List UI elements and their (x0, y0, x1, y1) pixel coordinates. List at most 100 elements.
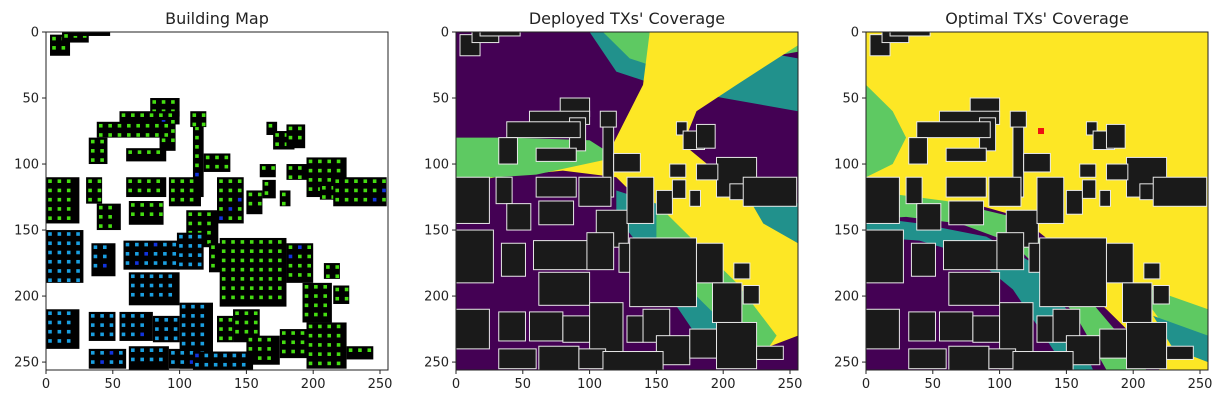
marker-dot (322, 195, 326, 199)
marker-dot (259, 277, 263, 281)
marker-dot (149, 113, 154, 117)
building-footprint (279, 190, 291, 207)
marker-dot (140, 292, 144, 297)
marker-dot (277, 295, 282, 300)
marker-dot (128, 188, 132, 193)
marker-dot (128, 179, 132, 183)
marker-dot (307, 254, 311, 259)
marker-dot (140, 323, 144, 327)
marker-dot (172, 261, 177, 265)
marker-dot (57, 216, 62, 220)
marker-dot (336, 324, 341, 329)
marker-dot (219, 318, 223, 322)
y-tick-label: 100 (834, 158, 859, 173)
building-footprint (916, 121, 991, 139)
marker-dot (291, 349, 295, 354)
marker-dot (179, 244, 183, 248)
building-footprint (1105, 242, 1134, 284)
building-footprint (538, 271, 591, 306)
marker-dot (57, 250, 62, 255)
marker-dot (221, 277, 226, 281)
building-footprint (881, 32, 910, 44)
marker-dot (145, 123, 150, 128)
marker-dot (304, 312, 309, 317)
building-footprint (498, 311, 526, 342)
marker-dot (52, 46, 56, 50)
marker-dot (298, 273, 302, 277)
marker-dot (323, 294, 328, 298)
marker-dot (102, 245, 107, 250)
marker-dot (66, 207, 71, 211)
building-footprint (86, 177, 103, 204)
building-footprint (866, 176, 900, 224)
marker-dot (131, 323, 135, 327)
marker-dot (224, 155, 229, 160)
marker-dot (323, 285, 328, 289)
marker-dot (76, 241, 80, 246)
building-footprint (538, 345, 580, 370)
marker-dot (268, 295, 273, 300)
marker-dot (318, 178, 322, 182)
marker-dot (211, 263, 215, 268)
marker-dot (200, 341, 205, 346)
marker-dot (200, 332, 205, 337)
marker-dot (322, 185, 326, 190)
marker-dot (149, 283, 154, 288)
marker-dot (171, 197, 175, 202)
marker-dot (76, 278, 80, 283)
building-footprint (1166, 345, 1194, 360)
marker-dot (98, 224, 103, 228)
marker-dot (288, 175, 293, 180)
marker-dot (144, 242, 148, 247)
marker-dot (127, 123, 131, 128)
x-tick-label: 50 (105, 377, 122, 392)
building-footprint (866, 308, 900, 350)
building-footprint (1065, 189, 1083, 215)
marker-dot (259, 249, 263, 253)
marker-dot (307, 245, 311, 250)
marker-dot (231, 249, 235, 253)
marker-dot (382, 179, 386, 183)
marker-dot (335, 274, 340, 279)
marker-dot (181, 332, 186, 337)
marker-dot (308, 333, 313, 338)
panel-title-deployed-coverage: Deployed TXs' Coverage (529, 9, 725, 28)
marker-dot (240, 277, 245, 281)
marker-dot (308, 178, 313, 182)
building-footprint (945, 147, 987, 162)
marker-dot (241, 362, 246, 367)
marker-dot (137, 188, 142, 193)
marker-dot (257, 201, 262, 206)
marker-dot (179, 234, 183, 239)
marker-dot (268, 258, 273, 263)
marker-dot (171, 360, 175, 364)
marker-dot (140, 113, 144, 117)
marker-dot (232, 353, 237, 358)
marker-dot (172, 242, 177, 247)
x-tick-label: 0 (452, 377, 460, 392)
marker-dot (281, 201, 286, 206)
marker-dot (298, 254, 302, 259)
marker-dot (298, 166, 302, 170)
marker-dot (219, 336, 223, 341)
building-footprint (286, 124, 306, 149)
marker-dot (117, 123, 122, 128)
marker-dot (125, 252, 130, 256)
marker-dot (288, 273, 293, 277)
heatmap-image (456, 32, 798, 370)
marker-dot (231, 267, 235, 272)
marker-dot (179, 262, 183, 267)
marker-dot (237, 207, 242, 211)
marker-dot (224, 164, 229, 169)
building-footprint (938, 311, 974, 342)
marker-dot (240, 295, 245, 300)
marker-dot (259, 240, 263, 244)
marker-dot (57, 311, 62, 316)
marker-dot (207, 221, 211, 226)
building-footprint (528, 311, 564, 342)
marker-dot (131, 113, 135, 117)
building-footprint (126, 177, 167, 198)
marker-dot (109, 323, 114, 327)
marker-dot (281, 340, 286, 345)
